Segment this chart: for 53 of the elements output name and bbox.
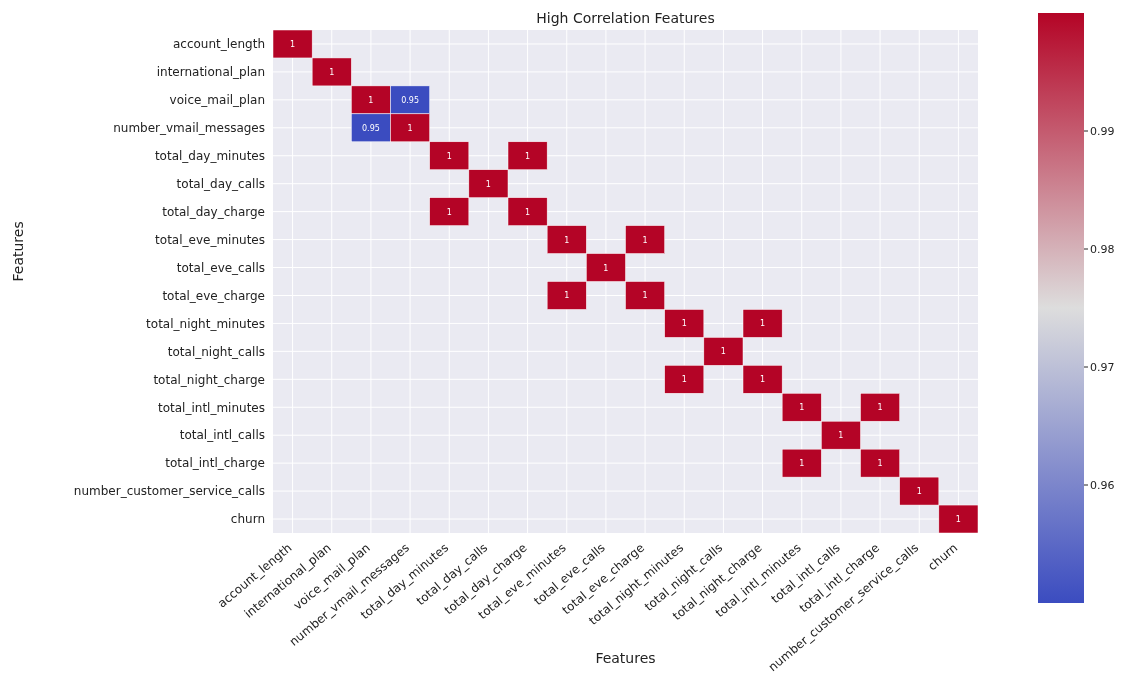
y-tick-label: total_day_charge (162, 204, 265, 219)
y-tick-label: total_eve_charge (162, 288, 265, 303)
data-label: 1 (681, 375, 687, 385)
y-tick-label: number_vmail_messages (113, 121, 265, 136)
data-label: 1 (368, 95, 374, 105)
color-bar-label: 0.98 (1090, 243, 1115, 256)
data-label: 1 (564, 235, 570, 245)
data-label: 1 (877, 459, 883, 469)
color-bar-label: 0.97 (1090, 361, 1115, 374)
data-label: 1 (564, 291, 570, 301)
y-tick-label: total_day_calls (176, 176, 265, 191)
data-label: 1 (525, 207, 531, 217)
data-label: 1 (329, 67, 335, 77)
y-tick-label: total_eve_minutes (155, 232, 265, 247)
y-tick-label: international_plan (156, 65, 265, 80)
data-label: 1 (955, 515, 961, 525)
y-tick-label: total_intl_minutes (158, 400, 265, 415)
color-bar-label: 0.96 (1090, 479, 1115, 492)
y-tick-label: total_eve_calls (176, 260, 265, 275)
x-axis-title: Features (595, 650, 656, 666)
data-label: 1 (642, 235, 648, 245)
y-tick-label: account_length (172, 37, 265, 52)
y-tick-label: total_night_minutes (146, 316, 265, 331)
y-tick-label: total_day_minutes (154, 149, 265, 164)
y-tick-label: number_customer_service_calls (73, 484, 265, 499)
y-axis-title: Features (9, 221, 26, 282)
data-label: 1 (760, 375, 766, 385)
chart-title: High Correlation Features (535, 10, 716, 26)
data-label: 1 (799, 403, 805, 413)
color-bar-label: 0.99 (1090, 125, 1115, 138)
data-label: 1 (799, 459, 805, 469)
y-tick-label: churn (230, 512, 265, 527)
data-label: 1 (485, 179, 491, 189)
data-label: 1 (916, 487, 922, 497)
data-label: 0.95 (362, 123, 380, 133)
data-label: 1 (290, 39, 296, 49)
data-label: 1 (877, 403, 883, 413)
data-label: 1 (720, 347, 726, 357)
data-label: 1 (838, 431, 844, 441)
y-tick-label: total_intl_charge (165, 456, 265, 471)
data-label: 1 (642, 291, 648, 301)
y-tick-label: total_night_charge (153, 372, 265, 387)
data-label: 1 (603, 263, 609, 273)
data-label: 0.95 (401, 95, 419, 105)
data-label: 1 (760, 319, 766, 329)
data-label: 1 (681, 319, 687, 329)
y-tick-label: total_night_calls (167, 344, 265, 359)
data-label: 1 (407, 123, 413, 133)
data-label: 1 (446, 207, 452, 217)
data-label: 1 (525, 151, 531, 161)
y-tick-label: total_intl_calls (179, 428, 265, 443)
y-tick-label: voice_mail_plan (169, 93, 265, 108)
data-label: 1 (446, 151, 452, 161)
